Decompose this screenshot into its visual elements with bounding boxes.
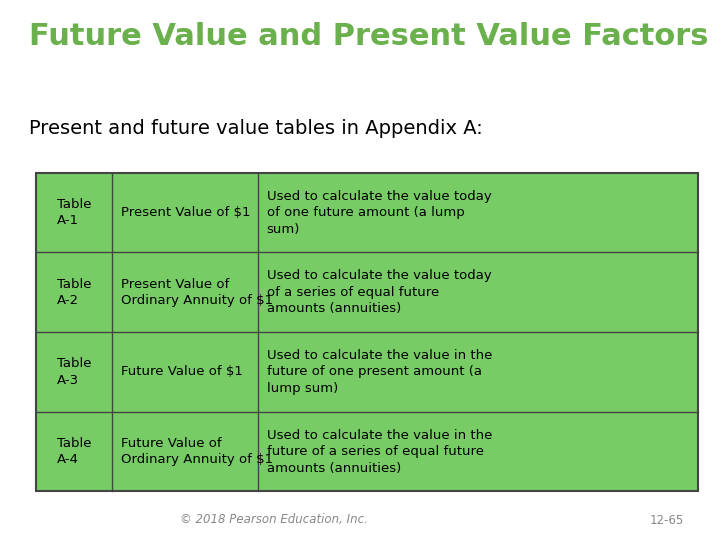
Text: Present Value of $1: Present Value of $1 (121, 206, 251, 219)
Bar (36, 332, 698, 411)
Text: Table
A-4: Table A-4 (57, 437, 91, 467)
Text: Future Value of $1: Future Value of $1 (121, 366, 243, 379)
Text: Present Value of
Ordinary Annuity of $1: Present Value of Ordinary Annuity of $1 (121, 278, 273, 307)
Text: Used to calculate the value today
of one future amount (a lump
sum): Used to calculate the value today of one… (266, 190, 491, 235)
Text: © 2018 Pearson Education, Inc.: © 2018 Pearson Education, Inc. (180, 514, 367, 526)
Text: Future Value and Present Value Factors: Future Value and Present Value Factors (29, 22, 708, 51)
Text: Table
A-2: Table A-2 (57, 278, 91, 307)
Text: Table
A-1: Table A-1 (57, 198, 91, 227)
Bar (36, 253, 698, 332)
Bar (36, 411, 698, 491)
Text: Used to calculate the value in the
future of one present amount (a
lump sum): Used to calculate the value in the futur… (266, 349, 492, 395)
Bar (36, 173, 698, 491)
Bar (36, 173, 698, 252)
Text: Used to calculate the value in the
future of a series of equal future
amounts (a: Used to calculate the value in the futur… (266, 429, 492, 475)
Text: Table
A-3: Table A-3 (57, 357, 91, 387)
Text: 12-65: 12-65 (649, 514, 684, 526)
Text: Present and future value tables in Appendix A:: Present and future value tables in Appen… (29, 119, 482, 138)
Text: Used to calculate the value today
of a series of equal future
amounts (annuities: Used to calculate the value today of a s… (266, 269, 491, 315)
Text: Future Value of
Ordinary Annuity of $1: Future Value of Ordinary Annuity of $1 (121, 437, 273, 467)
